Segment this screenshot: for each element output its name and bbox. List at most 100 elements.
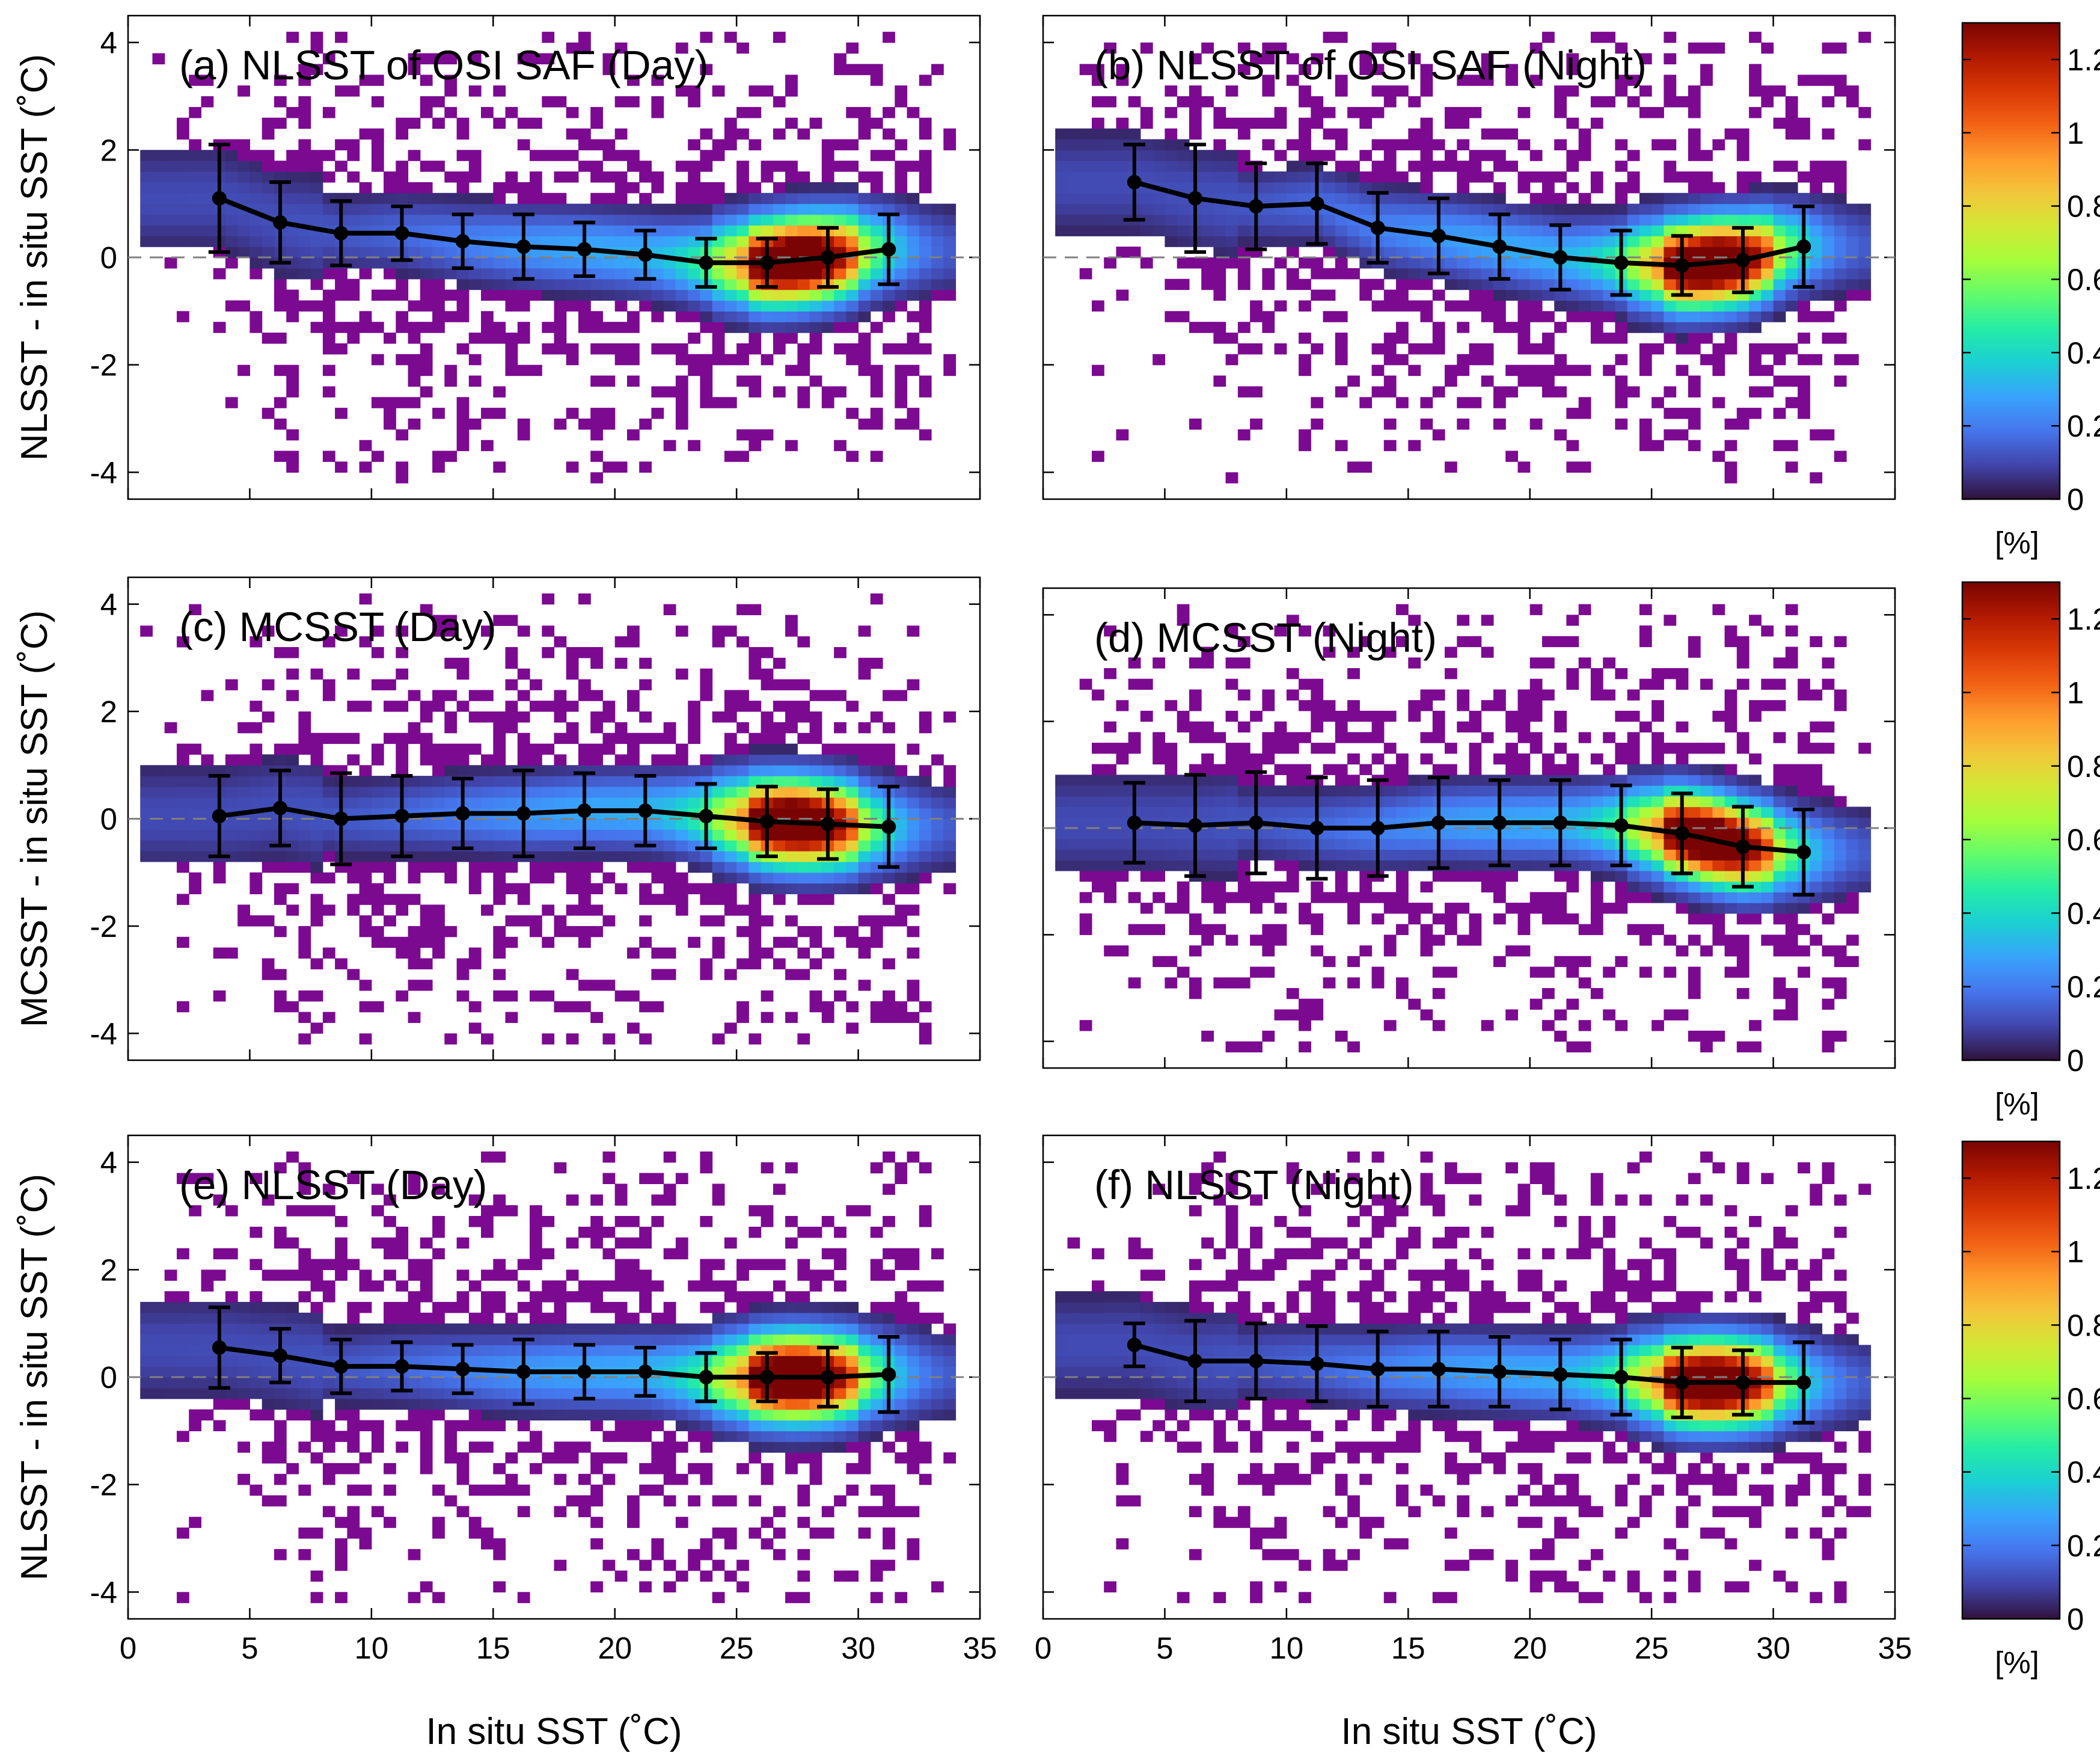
density-cell: [1712, 322, 1725, 333]
density-cell: [1615, 903, 1628, 914]
density-cell: [1396, 354, 1409, 366]
density-cell: [1858, 828, 1872, 840]
density-cell: [1274, 924, 1287, 935]
density-cell: [1420, 700, 1433, 711]
density-cell: [675, 182, 688, 194]
density-cell: [152, 840, 165, 852]
density-cell: [310, 776, 323, 787]
density-cell: [542, 701, 555, 712]
density-cell: [310, 894, 323, 905]
density-cell: [1688, 892, 1701, 903]
density-cell: [359, 192, 372, 204]
density-cell: [1554, 364, 1567, 376]
density-cell: [444, 247, 458, 258]
density-cell: [1445, 268, 1457, 280]
density-cell: [201, 1377, 214, 1389]
density-cell: [1237, 214, 1251, 226]
density-cell: [651, 754, 664, 766]
density-cell: [177, 787, 189, 798]
density-cell: [590, 1012, 603, 1024]
density-cell: [1603, 903, 1615, 914]
density-cell: [408, 936, 421, 948]
density-cell: [1177, 604, 1190, 615]
density-cell: [663, 343, 676, 355]
density-cell: [736, 171, 749, 183]
density-cell: [298, 161, 311, 172]
density-cell: [895, 268, 908, 280]
density-cell: [1542, 31, 1555, 43]
density-cell: [834, 440, 846, 452]
density-cell: [712, 203, 725, 215]
density-cell: [1554, 764, 1567, 775]
density-cell: [237, 765, 250, 776]
density-cell: [189, 872, 201, 884]
density-cell: [1481, 300, 1494, 312]
density-cell: [1700, 892, 1713, 903]
density-cell: [517, 53, 530, 64]
density-cell: [1445, 106, 1457, 118]
density-cell: [1383, 203, 1397, 215]
density-cell: [895, 192, 908, 204]
density-cell: [1396, 785, 1409, 797]
density-cell: [1688, 860, 1701, 871]
density-cell: [1189, 689, 1202, 701]
density-cell: [590, 818, 603, 830]
density-cell: [322, 106, 335, 118]
density-cell: [1299, 300, 1311, 312]
density-cell: [1250, 386, 1263, 398]
density-cell: [1481, 860, 1494, 871]
density-cell: [688, 289, 700, 301]
density-cell: [1688, 225, 1701, 236]
density-cell: [1505, 1009, 1518, 1021]
density-cell: [895, 797, 908, 809]
density-cell: [335, 31, 347, 43]
density-cell: [1761, 700, 1774, 711]
density-cell: [432, 225, 445, 236]
density-cell: [396, 904, 409, 916]
density-cell: [396, 322, 409, 333]
density-cell: [1445, 668, 1457, 680]
density-cell: [785, 203, 798, 215]
density-cell: [1529, 657, 1543, 669]
density-cell: [1517, 913, 1531, 925]
density-cell: [1810, 171, 1823, 183]
density-cell: [919, 214, 932, 226]
density-cell: [1554, 96, 1567, 108]
density-cell: [895, 161, 908, 172]
density-cell: [1603, 31, 1615, 43]
density-cell: [1700, 150, 1713, 161]
density-cell: [590, 861, 603, 873]
density-cell: [517, 289, 530, 301]
density-cell: [1347, 268, 1360, 280]
density-cell: [1225, 333, 1238, 344]
density-cell: [1603, 236, 1615, 247]
density-cell: [1128, 128, 1141, 140]
density-cell: [785, 776, 798, 787]
density-cell: [1542, 753, 1555, 765]
density-cell: [1578, 214, 1591, 226]
density-cell: [858, 754, 871, 766]
density-cell: [1481, 646, 1494, 658]
density-cell: [870, 375, 883, 387]
density-cell: [858, 829, 871, 841]
density-cell: [152, 851, 165, 862]
density-cell: [1383, 945, 1397, 957]
density-cell: [1858, 225, 1872, 236]
density-cell: [1347, 892, 1360, 903]
density-cell: [663, 214, 676, 226]
density-cell: [712, 247, 725, 258]
density-cell: [384, 701, 396, 712]
density-cell: [177, 1345, 189, 1356]
density-cell: [1396, 139, 1409, 150]
density-cell: [1712, 849, 1725, 861]
density-cell: [1104, 881, 1116, 892]
density-cell: [1773, 838, 1786, 850]
density-cell: [761, 1012, 774, 1024]
density-cell: [566, 461, 579, 473]
density-cell: [164, 150, 177, 161]
density-cell: [919, 75, 932, 86]
density-cell: [1469, 106, 1482, 118]
density-cell: [1615, 75, 1628, 86]
density-cell: [1749, 775, 1762, 786]
density-cell: [1469, 214, 1482, 226]
